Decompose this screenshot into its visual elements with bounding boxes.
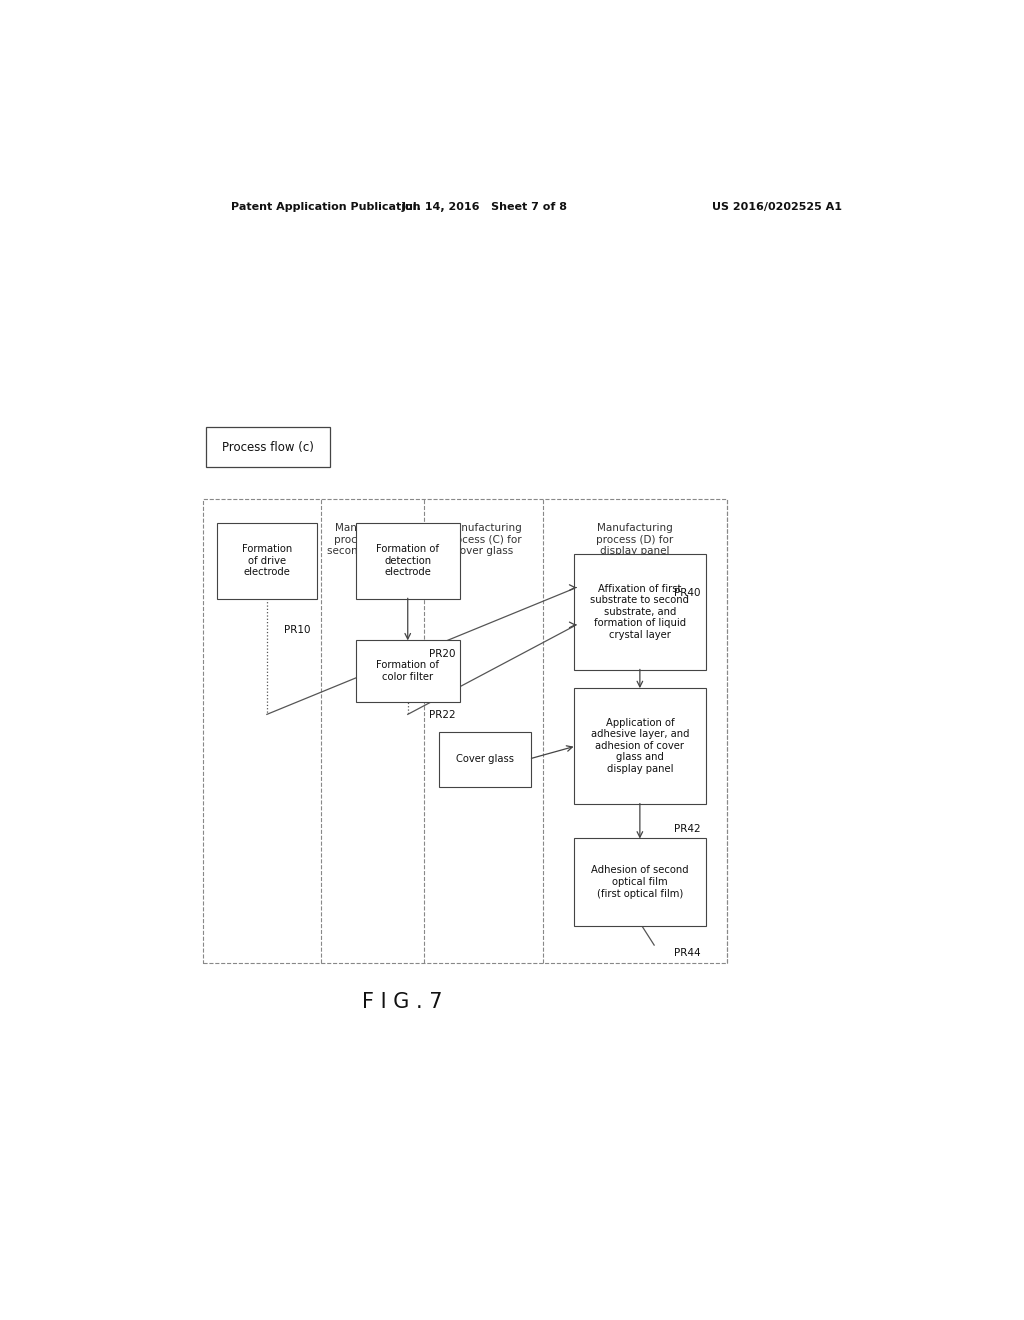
FancyBboxPatch shape [355, 523, 460, 598]
Text: Formation
of drive
electrode: Formation of drive electrode [242, 544, 292, 577]
FancyBboxPatch shape [217, 523, 316, 598]
Text: Manufacturing
process (A) for
first substrate: Manufacturing process (A) for first subs… [224, 523, 300, 556]
Text: Formation of
detection
electrode: Formation of detection electrode [376, 544, 439, 577]
Text: Manufacturing
process (C) for
cover glass: Manufacturing process (C) for cover glas… [445, 523, 522, 556]
Text: PR22: PR22 [429, 710, 456, 721]
FancyBboxPatch shape [206, 426, 330, 467]
Text: Affixation of first
substrate to second
substrate, and
formation of liquid
cryst: Affixation of first substrate to second … [591, 583, 689, 640]
Text: Jul. 14, 2016   Sheet 7 of 8: Jul. 14, 2016 Sheet 7 of 8 [402, 202, 568, 213]
Text: PR44: PR44 [674, 948, 700, 958]
Text: F I G . 7: F I G . 7 [361, 993, 442, 1012]
Text: PR10: PR10 [285, 624, 311, 635]
Text: US 2016/0202525 A1: US 2016/0202525 A1 [713, 202, 842, 213]
Text: Formation of
color filter: Formation of color filter [376, 660, 439, 682]
Text: Application of
adhesive layer, and
adhesion of cover
glass and
display panel: Application of adhesive layer, and adhes… [591, 718, 689, 774]
FancyBboxPatch shape [355, 640, 460, 702]
Text: Process flow (c): Process flow (c) [222, 441, 313, 454]
Text: PR42: PR42 [674, 824, 700, 834]
Text: Patent Application Publication: Patent Application Publication [231, 202, 421, 213]
Text: Manufacturing
process (D) for
display panel: Manufacturing process (D) for display pa… [597, 523, 674, 556]
FancyBboxPatch shape [439, 731, 531, 787]
Text: PR40: PR40 [674, 589, 700, 598]
Text: Manufacturing
process (B) for
second substrate: Manufacturing process (B) for second sub… [328, 523, 418, 556]
Bar [204, 499, 727, 964]
Text: PR20: PR20 [429, 649, 456, 660]
FancyBboxPatch shape [574, 688, 706, 804]
Text: Adhesion of second
optical film
(first optical film): Adhesion of second optical film (first o… [591, 866, 689, 899]
FancyBboxPatch shape [574, 838, 706, 925]
Text: Cover glass: Cover glass [456, 754, 514, 764]
FancyBboxPatch shape [574, 554, 706, 669]
